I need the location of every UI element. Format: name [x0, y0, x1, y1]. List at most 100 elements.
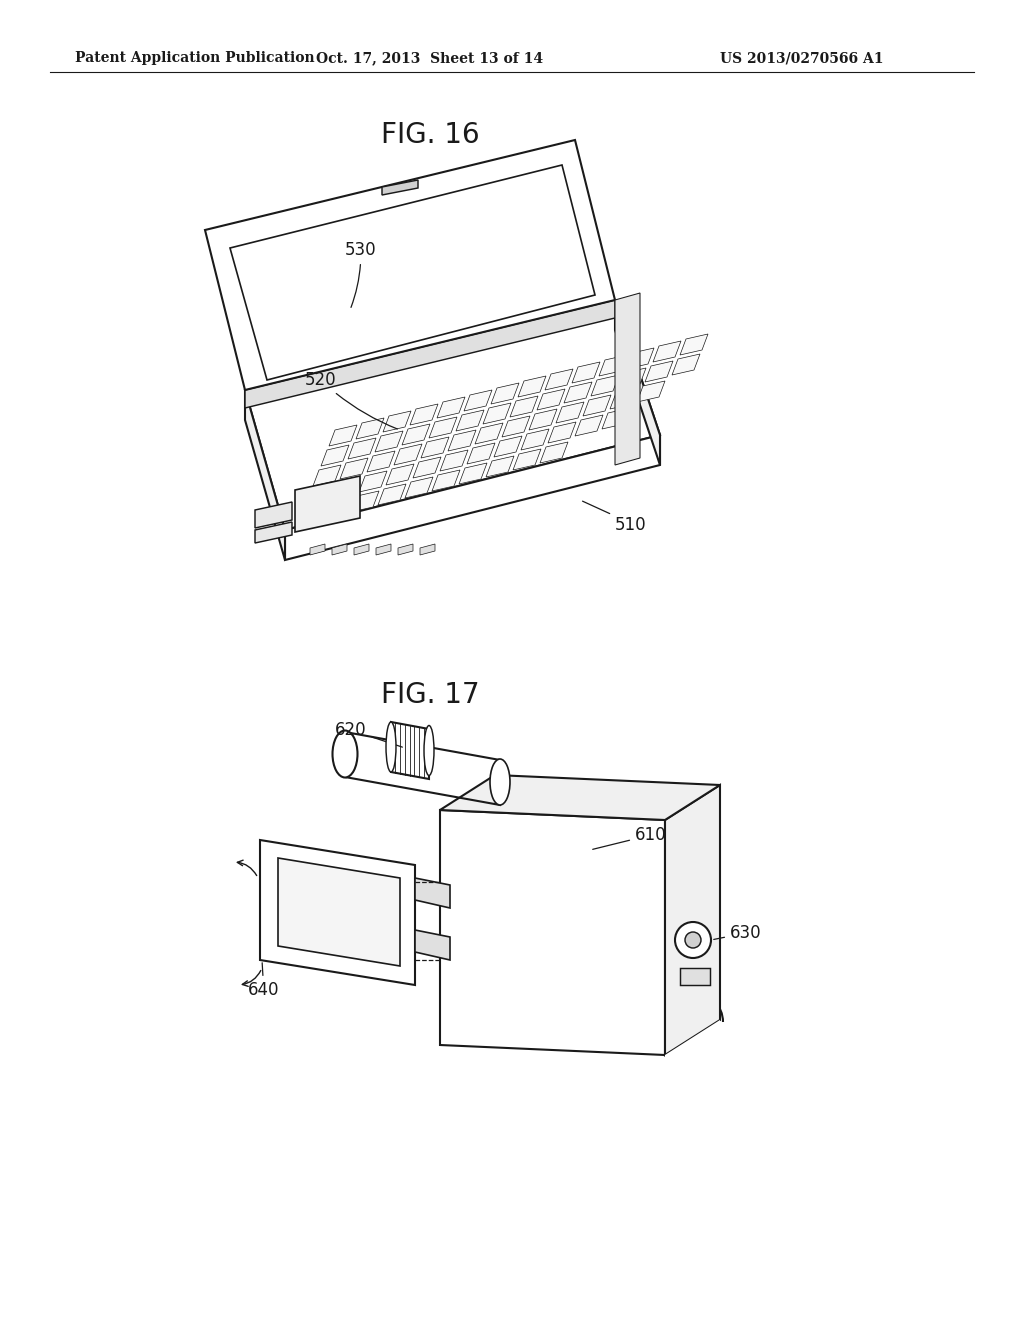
Polygon shape — [406, 477, 433, 498]
Polygon shape — [572, 362, 600, 383]
Text: FIG. 17: FIG. 17 — [381, 681, 479, 709]
Ellipse shape — [490, 759, 510, 805]
Polygon shape — [313, 465, 341, 486]
Polygon shape — [602, 408, 630, 429]
Polygon shape — [429, 417, 457, 438]
Polygon shape — [529, 409, 557, 430]
Ellipse shape — [386, 722, 396, 772]
Polygon shape — [332, 478, 360, 499]
Polygon shape — [394, 444, 422, 465]
Polygon shape — [376, 544, 391, 554]
Polygon shape — [440, 775, 720, 820]
Polygon shape — [437, 397, 465, 418]
Polygon shape — [653, 341, 681, 362]
Circle shape — [685, 932, 701, 948]
Polygon shape — [432, 470, 460, 491]
Polygon shape — [494, 436, 522, 457]
Polygon shape — [615, 300, 660, 465]
Polygon shape — [245, 300, 615, 408]
Polygon shape — [410, 404, 438, 425]
Polygon shape — [340, 458, 368, 479]
Polygon shape — [375, 432, 403, 451]
Polygon shape — [599, 355, 627, 376]
Polygon shape — [421, 437, 449, 458]
Polygon shape — [510, 396, 538, 417]
Polygon shape — [464, 389, 492, 411]
Polygon shape — [305, 484, 333, 506]
Text: 630: 630 — [714, 924, 762, 942]
Polygon shape — [645, 360, 673, 381]
Polygon shape — [583, 395, 611, 416]
Polygon shape — [537, 389, 565, 411]
Polygon shape — [449, 430, 476, 451]
Polygon shape — [356, 418, 384, 440]
Text: Patent Application Publication: Patent Application Publication — [75, 51, 314, 65]
Polygon shape — [391, 722, 429, 779]
Ellipse shape — [424, 726, 434, 776]
Polygon shape — [413, 457, 441, 478]
Text: US 2013/0270566 A1: US 2013/0270566 A1 — [720, 51, 884, 65]
Polygon shape — [324, 498, 352, 519]
Polygon shape — [440, 810, 665, 1055]
Polygon shape — [321, 445, 349, 466]
Polygon shape — [626, 348, 654, 370]
Polygon shape — [459, 463, 487, 484]
Polygon shape — [367, 451, 395, 473]
Polygon shape — [440, 450, 468, 471]
Text: 530: 530 — [345, 242, 377, 308]
Circle shape — [675, 921, 711, 958]
Polygon shape — [278, 858, 400, 966]
Polygon shape — [332, 544, 347, 554]
Polygon shape — [398, 544, 413, 554]
Polygon shape — [680, 968, 710, 985]
Polygon shape — [564, 381, 592, 403]
Polygon shape — [518, 376, 546, 397]
Polygon shape — [378, 484, 406, 506]
Text: 620: 620 — [335, 721, 402, 747]
Polygon shape — [260, 840, 415, 985]
Polygon shape — [297, 506, 325, 525]
Polygon shape — [483, 403, 511, 424]
Polygon shape — [351, 491, 379, 512]
Polygon shape — [665, 785, 720, 1055]
Polygon shape — [545, 370, 573, 389]
Polygon shape — [548, 422, 575, 444]
Polygon shape — [490, 383, 519, 404]
Polygon shape — [329, 425, 357, 446]
Polygon shape — [382, 180, 418, 195]
Polygon shape — [591, 375, 618, 396]
Polygon shape — [618, 368, 646, 389]
Polygon shape — [415, 931, 450, 960]
Polygon shape — [637, 381, 665, 403]
Polygon shape — [672, 354, 700, 375]
Polygon shape — [615, 293, 640, 465]
Polygon shape — [665, 1020, 720, 1071]
Polygon shape — [295, 477, 360, 532]
Polygon shape — [415, 878, 450, 908]
Polygon shape — [502, 416, 530, 437]
Polygon shape — [310, 544, 325, 554]
Text: 640: 640 — [248, 962, 280, 999]
Polygon shape — [486, 455, 514, 477]
Polygon shape — [513, 449, 541, 470]
Polygon shape — [540, 442, 568, 463]
Text: 510: 510 — [583, 502, 646, 535]
Polygon shape — [556, 403, 584, 422]
Polygon shape — [575, 414, 603, 436]
Polygon shape — [255, 521, 292, 543]
Polygon shape — [610, 388, 638, 409]
Polygon shape — [521, 429, 549, 450]
Polygon shape — [386, 465, 414, 484]
Polygon shape — [402, 424, 430, 445]
Polygon shape — [354, 544, 369, 554]
Polygon shape — [420, 544, 435, 554]
Text: 610: 610 — [593, 826, 667, 849]
Polygon shape — [245, 389, 285, 560]
Polygon shape — [359, 471, 387, 492]
Polygon shape — [348, 438, 376, 459]
Polygon shape — [383, 411, 411, 432]
Ellipse shape — [333, 730, 357, 777]
Polygon shape — [456, 411, 484, 432]
Polygon shape — [245, 300, 660, 531]
Text: 520: 520 — [305, 371, 397, 429]
